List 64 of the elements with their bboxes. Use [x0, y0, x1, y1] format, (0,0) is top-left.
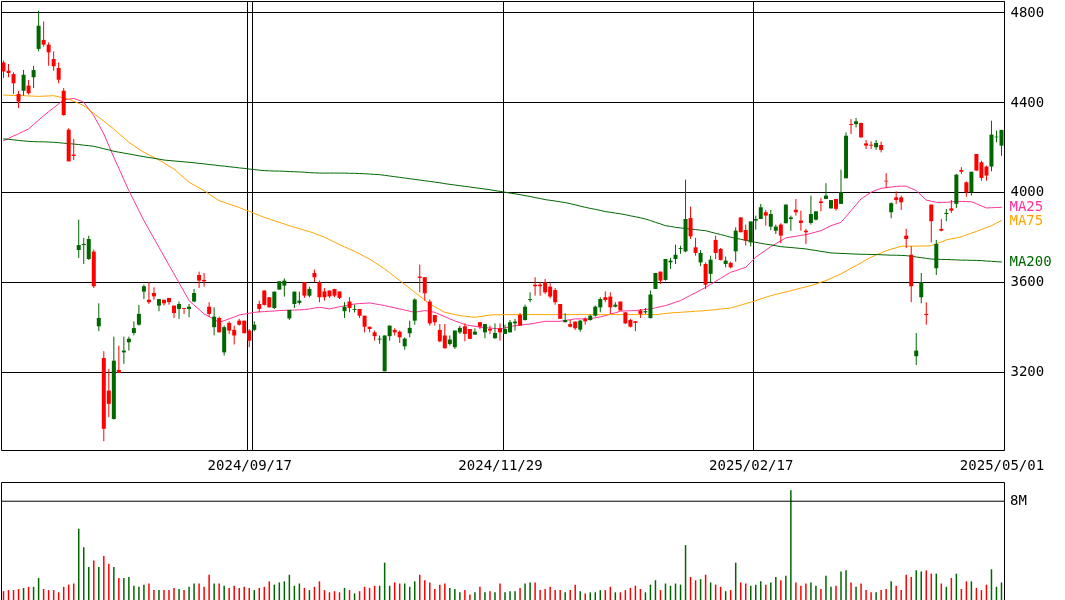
candlestick [31, 65, 36, 89]
ref-line-label: 8M [1010, 492, 1027, 509]
candlestick [864, 139, 869, 150]
x-tick-label: 2024/09/17 [207, 456, 292, 473]
candlestick [11, 71, 16, 95]
y-tick-label: 3600 [1010, 273, 1045, 290]
candlestick [854, 117, 859, 128]
candlestick [76, 219, 81, 259]
candlestick [708, 255, 713, 283]
candlestick [818, 197, 823, 212]
candlestick [703, 261, 708, 290]
candlestick [86, 235, 91, 261]
candlestick [56, 61, 61, 84]
candlestick [197, 271, 202, 289]
series-label: MA200 [1009, 252, 1052, 269]
candlestick [151, 286, 156, 301]
candlestick [919, 272, 924, 304]
candlestick [182, 307, 187, 315]
candlestick [924, 301, 929, 326]
candlestick [317, 280, 322, 303]
candlestick [497, 322, 502, 342]
candlestick [116, 345, 121, 374]
x-tick-label: 2024/11/29 [458, 456, 543, 473]
candlestick [136, 304, 141, 327]
candlestick [849, 118, 854, 135]
candlestick [673, 244, 678, 265]
x-tick-label: 2025/02/17 [709, 456, 794, 473]
candlestick [21, 69, 26, 97]
candlestick [487, 325, 492, 335]
x-tick-label: 2025/05/01 [959, 456, 1045, 473]
candlestick [768, 209, 773, 231]
candlestick [46, 41, 51, 67]
candlestick [51, 50, 56, 72]
candlestick [422, 276, 427, 302]
candlestick [999, 129, 1004, 157]
candlestick [823, 182, 828, 200]
candlestick [472, 327, 477, 336]
candlestick [778, 222, 783, 244]
candlestick [492, 322, 497, 340]
candlestick [442, 323, 447, 349]
candlestick [879, 141, 884, 153]
candlestick [41, 20, 46, 48]
y-tick-label: 3200 [1010, 363, 1045, 380]
candlestick [874, 139, 879, 151]
candlestick [141, 284, 146, 300]
y-tick-label: 4400 [1010, 93, 1045, 110]
candlestick [914, 332, 919, 366]
candlestick [212, 306, 217, 336]
candlestick [748, 220, 753, 247]
candlestick [207, 301, 212, 318]
candlestick [839, 169, 844, 205]
y-tick-label: 4800 [1010, 3, 1045, 20]
candlestick [96, 302, 101, 332]
candlestick [929, 204, 934, 243]
y-tick-label: 4000 [1010, 183, 1045, 200]
candlestick [528, 291, 533, 303]
candlestick [688, 206, 693, 240]
candlestick [944, 208, 949, 222]
candlestick [412, 297, 417, 326]
candlestick [663, 258, 668, 282]
candlestick [36, 10, 41, 52]
candlestick [177, 301, 182, 320]
candlestick [904, 228, 909, 249]
candlestick [131, 320, 136, 336]
